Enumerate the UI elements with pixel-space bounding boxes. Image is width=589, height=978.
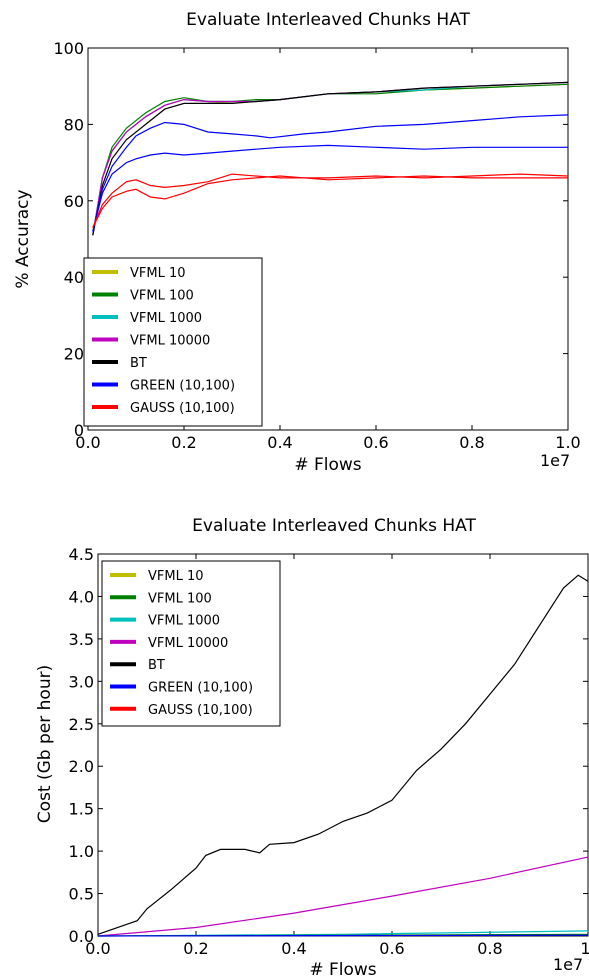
chart2-series-line <box>97 856 589 937</box>
chart2-y-tick-label: 3.5 <box>69 630 94 649</box>
legend-label: VFML 10000 <box>130 334 210 349</box>
legend-label: VFML 1000 <box>148 614 220 629</box>
chart2-series-line <box>97 574 589 935</box>
chart2-y-tick-label: 4.0 <box>69 587 94 606</box>
chart1-title: Evaluate Interleaved Chunks HAT <box>186 10 470 30</box>
chart2-series-line <box>97 934 589 937</box>
chart1-series-line <box>92 175 568 228</box>
chart2-x-tick-label: 0.6 <box>379 939 404 958</box>
chart2-y-tick-label: 1.5 <box>69 800 94 819</box>
chart1-series-line <box>92 173 569 228</box>
chart1-y-tick-label: 60 <box>64 192 84 211</box>
chart1-x-tick-label: 0.2 <box>171 433 196 452</box>
legend-label: GREEN (10,100) <box>130 379 235 394</box>
chart1-series-line <box>92 81 569 236</box>
chart1-series-line <box>92 114 569 232</box>
chart1-legend <box>83 257 263 427</box>
chart2-y-tick-label: 0.5 <box>69 885 94 904</box>
chart2-y-tick-label: 2.5 <box>69 715 94 734</box>
legend-label: GAUSS (10,100) <box>148 703 253 718</box>
legend-label: VFML 10 <box>148 569 204 584</box>
chart2-x-tick-label: 0.8 <box>477 939 502 958</box>
chart1-y-tick-label: 40 <box>64 268 84 287</box>
chart1-series-line <box>92 83 569 236</box>
chart2-x-tick-label: 0.4 <box>281 939 306 958</box>
legend-label: VFML 100 <box>130 289 194 304</box>
chart1-y-tick-label: 80 <box>64 115 84 134</box>
chart1-y-tick-label: 100 <box>53 39 84 58</box>
legend-label: VFML 1000 <box>130 311 202 326</box>
chart2-x-tick-label: 1. <box>580 939 589 958</box>
chart1-x-tick-label: 1.0 <box>555 433 580 452</box>
chart1-x-offset: 1e7 <box>540 451 570 470</box>
chart1-x-tick-label: 0.8 <box>459 433 484 452</box>
chart1-series-line <box>92 81 569 236</box>
legend-label: GAUSS (10,100) <box>130 401 235 416</box>
legend-label: VFML 10 <box>130 266 186 281</box>
chart2-xlabel: # Flows <box>309 960 376 978</box>
chart2-y-tick-label: 1.0 <box>69 842 94 861</box>
chart2-x-offset: 1e7 <box>553 955 583 974</box>
legend-label: VFML 10000 <box>148 636 228 651</box>
chart1-x-tick-label: 0.4 <box>267 433 292 452</box>
chart1-x-tick-label: 0.0 <box>75 433 100 452</box>
legend-label: BT <box>130 356 147 371</box>
chart2-y-tick-label: 4.5 <box>69 545 94 564</box>
chart2-y-tick-label: 3.0 <box>69 672 94 691</box>
legend-label: VFML 100 <box>148 591 212 606</box>
chart1-y-tick-label: 20 <box>64 345 84 364</box>
chart1-frame <box>87 47 569 431</box>
chart1-series-line <box>92 83 569 236</box>
chart2-x-tick-label: 0.0 <box>85 939 110 958</box>
legend-label: BT <box>148 658 165 673</box>
chart2-ylabel: Cost (Gb per hour) <box>35 665 55 823</box>
chart2-y-tick-label: 2.0 <box>69 757 94 776</box>
chart2-title: Evaluate Interleaved Chunks HAT <box>192 516 476 536</box>
chart1-series-line <box>92 144 568 232</box>
chart2-y-tick-label: 0.0 <box>69 927 94 946</box>
legend-label: GREEN (10,100) <box>148 681 253 696</box>
chart2-x-tick-label: 0.2 <box>183 939 208 958</box>
chart1-ylabel: % Accuracy <box>13 189 33 288</box>
chart1-x-tick-label: 0.6 <box>363 433 388 452</box>
chart1-xlabel: # Flows <box>294 455 361 475</box>
chart1-y-tick-label: 0 <box>74 421 84 440</box>
